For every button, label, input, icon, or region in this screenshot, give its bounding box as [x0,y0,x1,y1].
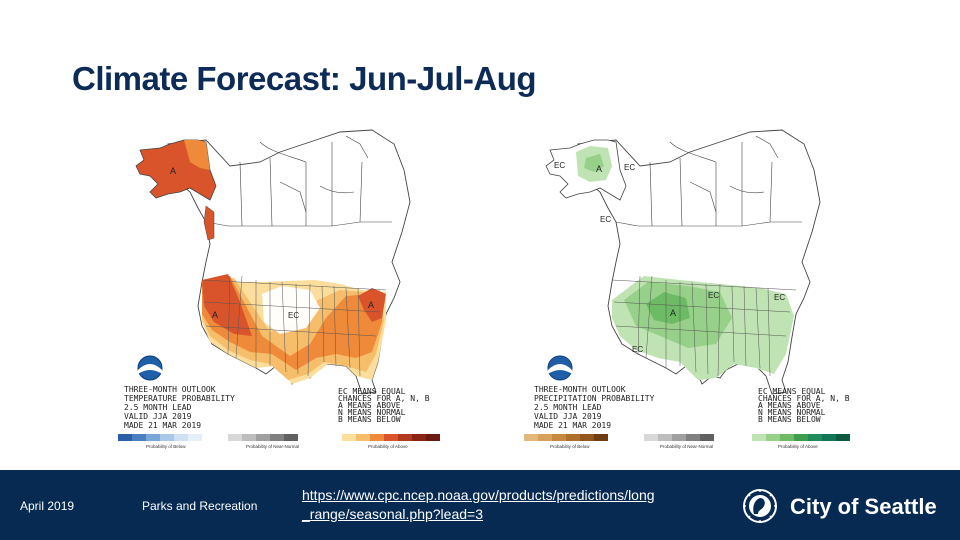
noaa-logo-icon [137,355,163,381]
noaa-logo-icon [547,355,573,381]
precip-key-line-5: B MEANS BELOW [758,415,821,424]
seattle-seal-icon [743,489,777,523]
source-link[interactable]: https://www.cpc.ncep.noaa.gov/products/p… [302,487,655,522]
temp-key-line-3: A MEANS ABOVE [338,401,401,410]
precip-caption-line-2: PRECIPITATION PROBABILITY [534,394,655,403]
precip-scale-normal-label: Probability of Near-Normal [660,444,713,449]
state-lines [201,275,387,377]
temp-label-east: A [368,300,374,310]
city-of-seattle-logo: City of Seattle [740,488,944,524]
conus-dark-above [646,292,690,324]
province-lines [615,135,802,227]
temp-caption-line-1: THREE-MONTH OUTLOOK [124,385,216,394]
temp-scale-normal-label: Probability of Near-Normal [246,444,299,449]
temp-key-line-4: N MEANS NORMAL [338,408,406,417]
precip-label-ec-west: EC [554,161,565,170]
precip-scale-above-label: Probability of Above [778,444,818,449]
temp-caption-line-4: VALID JJA 2019 [124,412,192,421]
conus-mid-above [202,276,382,370]
footer-bar: April 2019 Parks and Recreation https://… [0,470,960,540]
footer-date: April 2019 [20,499,75,513]
temp-caption-line-2: TEMPERATURE PROBABILITY [124,394,235,403]
precip-caption-line-3: 2.5 MONTH LEAD [534,403,602,412]
precip-label-plains: A [670,308,676,318]
precip-caption-line-5: MADE 21 MAR 2019 [534,421,611,430]
precip-caption-line-4: VALID JJA 2019 [534,412,602,421]
page-title: Climate Forecast: Jun-Jul-Aug [72,60,537,97]
precip-key-line-1: EC MEANS EQUAL [758,387,826,396]
temp-key-line-2: CHANCES FOR A, N, B [338,394,430,403]
precip-scale-below-label: Probability of Below [550,444,590,449]
precip-label-alaska: A [596,164,602,174]
temp-scale-above-label: Probability of Above [368,444,408,449]
temp-key-line-5: B MEANS BELOW [338,415,401,424]
province-lines [205,135,392,227]
precip-key-line-2: CHANCES FOR A, N, B [758,394,850,403]
temp-label-alaska: A [170,166,176,176]
temp-key-line-1: EC MEANS EQUAL [338,387,406,396]
precipitation-map-svg: EC A EC EC EC A EC EC THREE-MONTH OUTLOO… [520,122,860,450]
precip-key-line-4: N MEANS NORMAL [758,408,826,417]
precipitation-outlook-map: EC A EC EC EC A EC EC THREE-MONTH OUTLOO… [520,122,860,450]
state-lines [611,275,797,377]
temp-caption-line-3: 2.5 MONTH LEAD [124,403,192,412]
footer-department: Parks and Recreation [142,499,258,513]
precip-label-ec-east: EC [624,163,635,172]
precip-label-ec-midwest: EC [708,291,719,300]
temp-label-ec: EC [288,311,299,320]
temp-label-west: A [212,310,218,320]
precip-label-ec-coast: EC [600,215,611,224]
precip-label-ec-northeast: EC [774,293,785,302]
precip-color-scale [524,434,850,441]
temperature-outlook-map: A A A EC THREE-MONTH OUTLOOK TEMPERATURE… [110,122,450,450]
temp-caption-line-5: MADE 21 MAR 2019 [124,421,201,430]
temperature-map-svg: A A A EC THREE-MONTH OUTLOOK TEMPERATURE… [110,122,450,450]
precip-label-ec-southwest: EC [632,345,643,354]
precip-key-line-3: A MEANS ABOVE [758,401,821,410]
precip-caption-line-1: THREE-MONTH OUTLOOK [534,385,626,394]
temp-color-scale [118,434,440,441]
logo-text: City of Seattle [790,494,937,519]
conus-dark-above [202,274,252,336]
temp-scale-below-label: Probability of Below [146,444,186,449]
